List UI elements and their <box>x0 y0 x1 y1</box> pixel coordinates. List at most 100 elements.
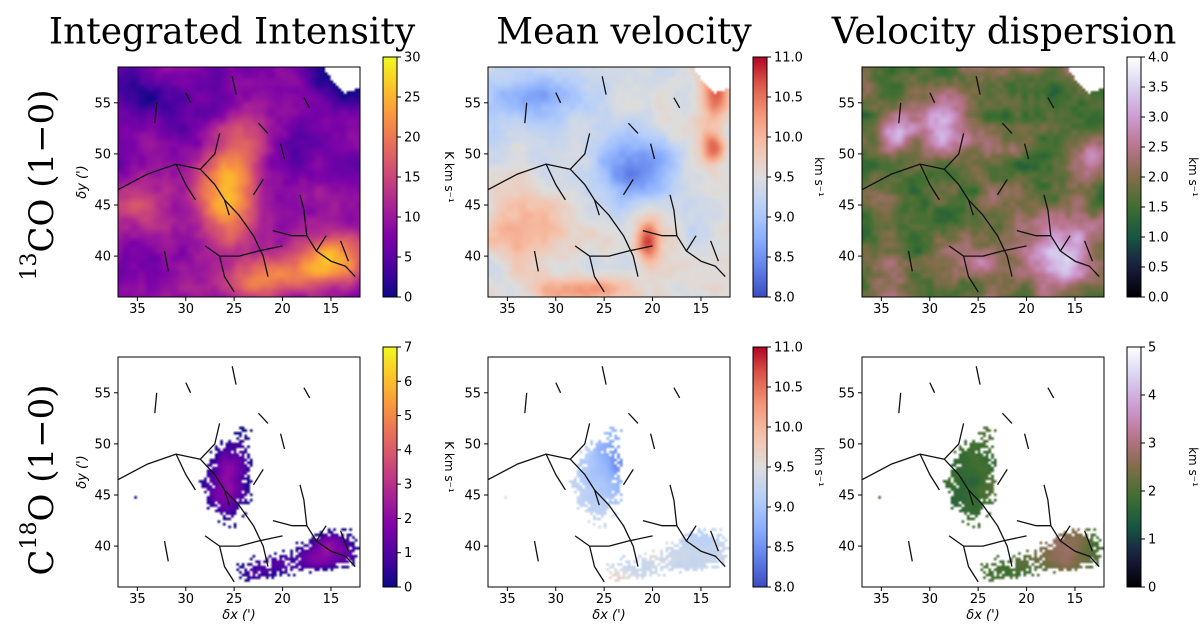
filament <box>1059 235 1071 252</box>
filament <box>594 489 639 567</box>
x-tick-label: 20 <box>274 592 291 607</box>
colorbar-label: km s⁻¹ <box>1186 447 1200 487</box>
colorbar-tick-label: 0 <box>404 581 412 596</box>
filament <box>315 235 327 252</box>
colorbar-label: K km s⁻¹ <box>442 151 456 203</box>
colorbar-tick-label: 3 <box>1148 437 1156 452</box>
x-tick-label: 15 <box>693 592 710 607</box>
filament <box>574 535 653 547</box>
x-tick-label: 20 <box>274 302 291 317</box>
y-tick-label: 50 <box>464 147 481 162</box>
heatmap-image <box>488 67 730 297</box>
colorbar <box>382 346 398 588</box>
colorbar-tick-label: 2 <box>404 512 412 527</box>
x-tick-label: 25 <box>970 302 987 317</box>
filament <box>962 255 979 293</box>
y-tick-label: 40 <box>94 250 111 265</box>
filament <box>709 530 720 552</box>
colorbar-tick-label: 6 <box>404 375 412 390</box>
colorbar-tick-label: 5 <box>404 251 412 266</box>
plot-frame <box>487 356 731 588</box>
filament <box>555 382 562 394</box>
x-tick-label: 35 <box>129 592 146 607</box>
x-tick-label: 15 <box>323 302 340 317</box>
column-title: Integrated Intensity <box>49 12 416 53</box>
x-axis-label: δx (') <box>222 608 256 623</box>
filament <box>943 423 965 460</box>
colorbar-tick-label: 9.0 <box>774 501 795 516</box>
y-tick-label: 40 <box>464 540 481 555</box>
colorbar-tick-label: 8.5 <box>774 541 795 556</box>
y-tick-label: 40 <box>838 250 855 265</box>
filament <box>1001 122 1013 134</box>
colorbar-tick-label: 10.5 <box>774 91 803 106</box>
filament <box>204 535 283 547</box>
heatmap-image <box>488 357 730 587</box>
filament <box>1023 433 1030 450</box>
filament <box>252 179 264 196</box>
colorbar-tick-label: 1 <box>1148 533 1156 548</box>
filament <box>175 453 196 491</box>
x-tick-label: 25 <box>596 302 613 317</box>
filament <box>673 97 681 109</box>
filament <box>303 97 311 109</box>
plot-frame <box>861 356 1105 588</box>
filament <box>533 250 539 272</box>
panel-C18O-velocity: 35 30 25 20 15 40 45 50 55 δx (') 8.0 8.5 9.0 9.5 10.0… <box>464 341 826 624</box>
panel-13CO-velocity: 35 30 25 20 15 40 45 50 55 8.0 8.5 9.0 9.5 10.0 10.5 11… <box>464 51 826 318</box>
y-tick-label: 55 <box>464 96 481 111</box>
x-tick-label: 30 <box>177 592 194 607</box>
x-tick-label: 35 <box>873 592 890 607</box>
y-tick-label: 45 <box>464 489 481 504</box>
filament <box>224 199 269 277</box>
colorbar-tick-label: 20 <box>404 131 421 146</box>
colorbar-tick-label: 10.0 <box>774 421 803 436</box>
heatmap-image <box>118 357 360 587</box>
filament <box>279 433 286 450</box>
filament <box>948 535 1027 547</box>
filament <box>919 163 940 201</box>
x-tick-label: 15 <box>1067 592 1084 607</box>
heatmap-image <box>118 67 360 297</box>
colorbar-tick-label: 1 <box>404 546 412 561</box>
x-tick-label: 25 <box>596 592 613 607</box>
colorbar-tick-label: 9.5 <box>774 461 795 476</box>
filament <box>185 92 192 104</box>
filament <box>1043 194 1052 236</box>
y-tick-label: 50 <box>94 437 111 452</box>
x-tick-label: 15 <box>323 592 340 607</box>
filament <box>199 133 221 170</box>
filament <box>943 133 965 170</box>
filament <box>627 122 639 134</box>
filament <box>622 179 634 196</box>
row-label: 13CO (1−0) <box>17 90 62 281</box>
heatmap-image <box>862 357 1104 587</box>
y-tick-label: 45 <box>838 199 855 214</box>
x-axis-label: δx (') <box>592 608 626 623</box>
column-title: Velocity dispersion <box>831 12 1177 53</box>
filament <box>996 469 1008 486</box>
heatmap-image <box>862 67 1104 297</box>
filament <box>907 250 913 272</box>
filament <box>588 545 605 583</box>
filament <box>1043 484 1052 526</box>
colorbar <box>1126 346 1142 588</box>
filament <box>601 76 607 95</box>
filament <box>622 469 634 486</box>
colorbar-tick-label: 0.0 <box>1148 291 1169 306</box>
filament <box>154 102 158 124</box>
filament <box>257 412 269 424</box>
filament <box>975 76 981 95</box>
filament <box>218 545 235 583</box>
x-tick-label: 35 <box>129 302 146 317</box>
filament <box>968 489 1013 567</box>
filament <box>569 133 591 170</box>
colorbar-tick-label: 4.0 <box>1148 51 1169 66</box>
filament <box>627 412 639 424</box>
y-tick-label: 40 <box>838 540 855 555</box>
filament <box>929 92 936 104</box>
x-tick-label: 30 <box>921 302 938 317</box>
